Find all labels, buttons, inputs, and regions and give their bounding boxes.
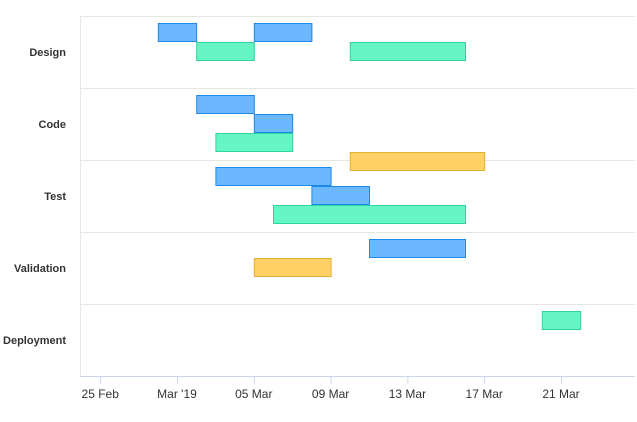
task-bar-validation-11[interactable] (370, 240, 466, 258)
task-bar-test-8[interactable] (216, 168, 331, 186)
task-bar-code-6[interactable] (216, 134, 293, 152)
task-bars (158, 24, 580, 330)
task-bar-deployment-13[interactable] (542, 312, 580, 330)
x-tick-label: Mar '19 (157, 387, 197, 401)
x-tick-label: 17 Mar (466, 387, 503, 401)
category-labels: Design Code Test Validation Deployment (3, 47, 66, 347)
category-label-code: Code (39, 119, 67, 131)
x-tick-label: 05 Mar (235, 387, 272, 401)
task-bar-code-5[interactable] (254, 115, 292, 133)
x-tick-label: 25 Feb (82, 387, 120, 401)
task-bar-test-10[interactable] (274, 206, 466, 224)
x-tick-label: 09 Mar (312, 387, 349, 401)
task-bar-design-3[interactable] (350, 43, 465, 61)
category-label-design: Design (29, 47, 66, 59)
category-label-validation: Validation (14, 263, 66, 275)
task-bar-validation-12[interactable] (254, 259, 331, 277)
category-label-test: Test (44, 191, 66, 203)
task-bar-design-2[interactable] (197, 43, 255, 61)
task-bar-design-1[interactable] (254, 24, 312, 42)
x-tick-label: 13 Mar (389, 387, 426, 401)
task-bar-code-4[interactable] (197, 96, 255, 114)
x-tick-label: 21 Mar (542, 387, 579, 401)
x-axis: 25 Feb Mar '19 05 Mar 09 Mar 13 Mar 17 Mar 21 … (80, 376, 635, 401)
category-label-deployment: Deployment (3, 335, 66, 347)
task-bar-code-7[interactable] (350, 153, 484, 171)
task-bar-test-9[interactable] (312, 187, 370, 205)
task-bar-design-0[interactable] (158, 24, 196, 42)
